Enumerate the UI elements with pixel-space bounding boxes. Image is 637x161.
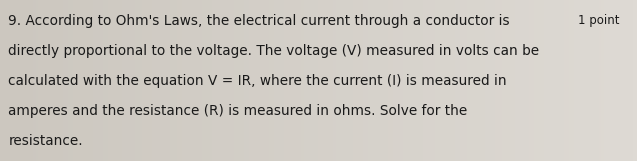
Text: directly proportional to the voltage. The voltage (V) measured in volts can be: directly proportional to the voltage. Th…: [8, 44, 540, 58]
Text: 1 point: 1 point: [578, 14, 619, 28]
Text: calculated with the equation V = IR, where the current (I) is measured in: calculated with the equation V = IR, whe…: [8, 74, 507, 88]
Text: resistance.: resistance.: [8, 134, 83, 148]
Text: 9. According to Ohm's Laws, the electrical current through a conductor is: 9. According to Ohm's Laws, the electric…: [8, 14, 510, 28]
Text: amperes and the resistance (R) is measured in ohms. Solve for the: amperes and the resistance (R) is measur…: [8, 104, 468, 118]
